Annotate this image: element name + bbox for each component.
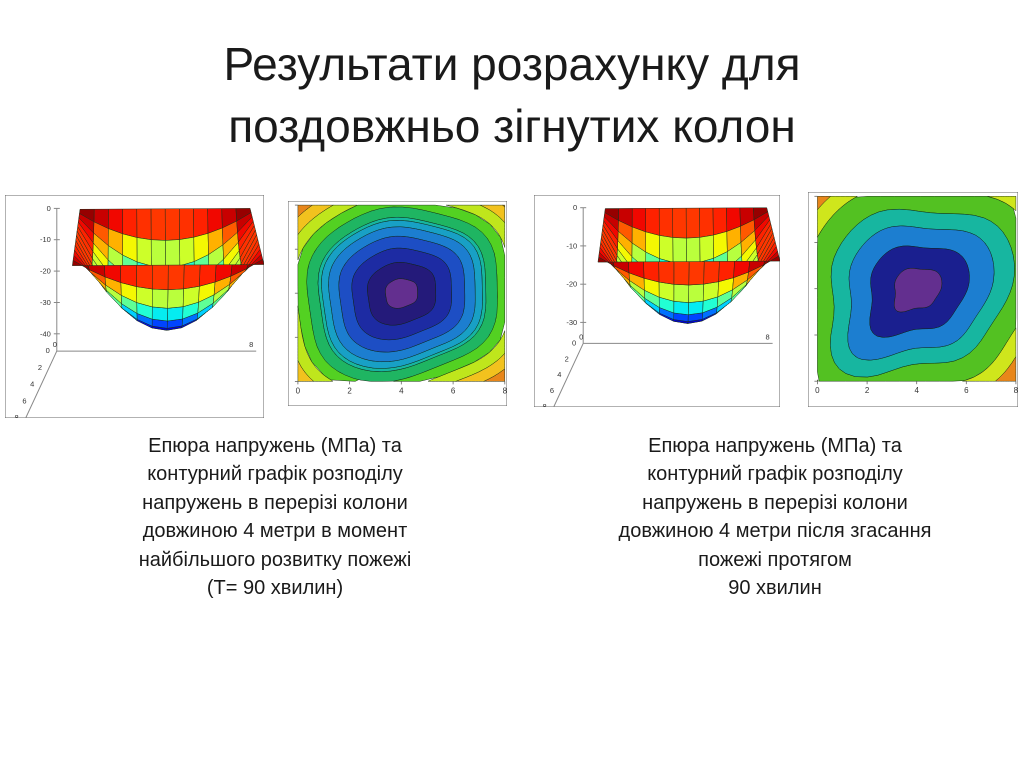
svg-text:-20: -20 <box>566 280 577 289</box>
svg-text:2: 2 <box>38 363 42 372</box>
svg-text:8: 8 <box>1014 386 1018 395</box>
svg-text:8: 8 <box>543 402 547 407</box>
svg-text:-10: -10 <box>40 235 51 244</box>
svg-text:4: 4 <box>557 370 561 379</box>
svg-text:0: 0 <box>815 386 820 395</box>
svg-text:4: 4 <box>399 386 404 395</box>
svg-text:4: 4 <box>30 380 34 389</box>
svg-text:6: 6 <box>22 396 26 405</box>
svg-text:0: 0 <box>573 203 577 212</box>
svg-text:0: 0 <box>47 204 51 213</box>
svg-text:-20: -20 <box>40 267 51 276</box>
svg-text:6: 6 <box>964 386 969 395</box>
svg-text:6: 6 <box>451 386 456 395</box>
svg-text:2: 2 <box>347 386 352 395</box>
svg-text:-10: -10 <box>566 241 577 250</box>
svg-text:-40: -40 <box>40 329 51 338</box>
svg-text:6: 6 <box>550 386 554 395</box>
svg-text:8: 8 <box>766 332 770 341</box>
svg-text:0: 0 <box>579 332 583 341</box>
svg-text:-30: -30 <box>566 318 577 327</box>
svg-text:8: 8 <box>249 340 253 349</box>
svg-text:8: 8 <box>15 413 19 418</box>
svg-text:8: 8 <box>503 386 507 395</box>
svg-text:0: 0 <box>296 386 301 395</box>
svg-text:2: 2 <box>865 386 870 395</box>
svg-text:-30: -30 <box>40 298 51 307</box>
svg-text:4: 4 <box>914 386 919 395</box>
svg-text:0: 0 <box>572 338 576 347</box>
svg-text:0: 0 <box>53 340 57 349</box>
svg-text:0: 0 <box>46 346 50 355</box>
svg-text:2: 2 <box>565 354 569 363</box>
